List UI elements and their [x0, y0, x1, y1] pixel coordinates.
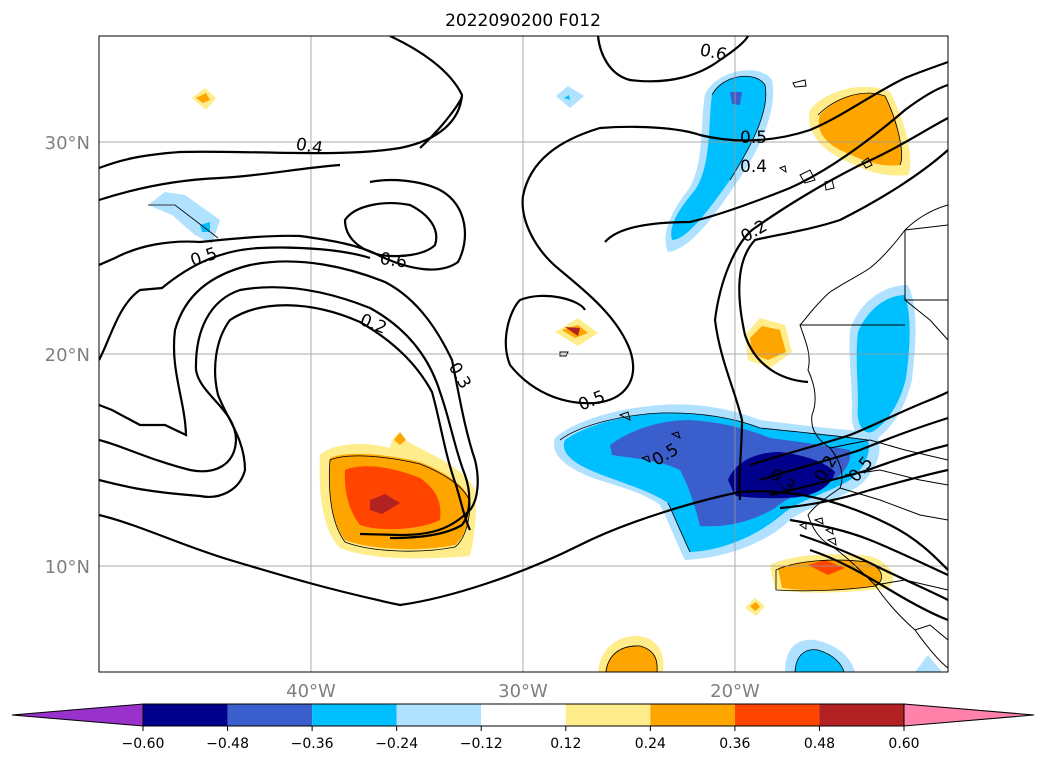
lat-tick-label: 20°N — [45, 345, 90, 366]
colorbar-segment — [312, 704, 397, 726]
colorbar-tick-label: 0.36 — [719, 736, 750, 752]
contour-lines — [99, 36, 948, 622]
colorbar-segment — [396, 704, 482, 726]
contour-label: 0.4 — [740, 157, 767, 177]
colorbar-frame — [142, 703, 905, 727]
colorbar-segment — [565, 704, 651, 726]
colorbar-extend-high — [903, 703, 1035, 727]
lat-tick-label: 30°N — [45, 133, 90, 154]
contour-label: 0.5 — [740, 128, 767, 148]
colorbar-tick-label: 0.48 — [804, 736, 835, 752]
colorbar-tick-label: 0.24 — [635, 736, 666, 752]
longitude-labels: 40°W 30°W 20°W — [286, 681, 760, 702]
colorbar-tick-label: 0.60 — [888, 736, 919, 752]
colorbar-segment — [819, 704, 904, 726]
graticule — [99, 36, 948, 672]
colorbar-tick-label: −0.60 — [122, 736, 165, 752]
colorbar-tick-label: 0.12 — [550, 736, 581, 752]
coastlines — [559, 79, 948, 669]
colorbar-tick-label: −0.12 — [460, 736, 503, 752]
lon-tick-label: 30°W — [498, 681, 548, 702]
map-panel: 0.6 0.4 0.5 0.6 0.2 0.3 0.5 0.5 0.4 0.2 … — [99, 36, 948, 672]
colorbar-extend-low — [11, 703, 144, 727]
contour-label: 0.4 — [294, 135, 324, 159]
colorbar-segment — [734, 704, 820, 726]
contour-label: 0.6 — [379, 249, 409, 273]
colorbar-tick-label: −0.36 — [291, 736, 334, 752]
colorbar-tick-label: −0.24 — [375, 736, 418, 752]
lat-tick-label: 10°N — [45, 557, 90, 578]
chart-title: 2022090200 F012 — [445, 11, 601, 31]
colorbar-segment — [227, 704, 313, 726]
colorbar-segment — [650, 704, 735, 726]
map-frame — [98, 35, 949, 673]
fill-outlines — [148, 76, 903, 672]
lon-tick-label: 40°W — [286, 681, 336, 702]
colorbar: −0.60 −0.48 −0.36 −0.24 −0.12 0.12 0.24 0.36 0.4… — [11, 703, 1035, 752]
colorbar-segment — [481, 704, 566, 726]
colorbar-segment — [143, 704, 228, 726]
latitude-labels: 30°N 20°N 10°N — [45, 133, 90, 578]
colorbar-tick-label: −0.48 — [206, 736, 249, 752]
lon-tick-label: 20°W — [710, 681, 760, 702]
anomaly-fills — [148, 70, 942, 672]
